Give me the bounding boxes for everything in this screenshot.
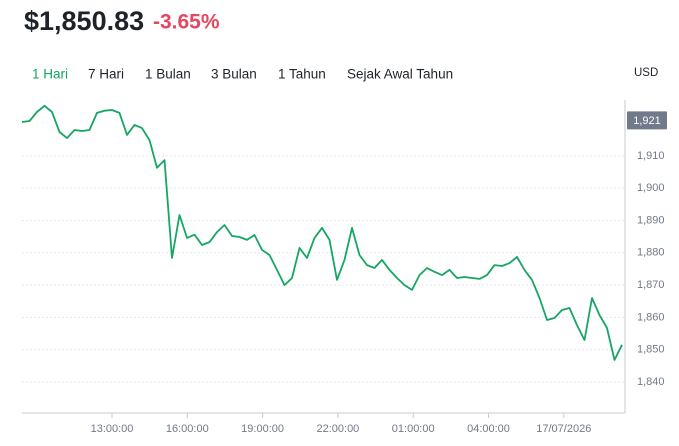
price-marker: [627, 111, 667, 130]
price-line: [21, 104, 623, 361]
price-change: -3.65%: [153, 11, 220, 34]
price: $1,850.83: [24, 6, 144, 36]
range-tab[interactable]: 1 Tahun: [278, 67, 326, 82]
y-tick-label: 1,910: [637, 150, 665, 162]
y-tick-label: 1,900: [637, 182, 665, 194]
range-tab[interactable]: 3 Bulan: [211, 67, 257, 82]
y-tick-label: 1,880: [637, 247, 665, 259]
y-tick-label: 1,890: [637, 214, 665, 226]
y-tick-label: 1,850: [637, 344, 665, 356]
range-tab[interactable]: 1 Hari: [32, 67, 68, 82]
range-tab[interactable]: 1 Bulan: [145, 67, 191, 82]
range-tab[interactable]: 7 Hari: [88, 67, 124, 82]
price-marker-label: 1,921: [633, 115, 661, 127]
y-tick-label: 1,840: [637, 376, 665, 388]
x-tick-label: 22:00:00: [316, 423, 359, 435]
y-tick-label: 1,870: [637, 279, 665, 291]
x-tick-label: 04:00:00: [467, 423, 510, 435]
y-tick-label: 1,860: [637, 311, 665, 323]
x-tick-label: 16:00:00: [166, 423, 209, 435]
x-tick-label: 19:00:00: [241, 423, 284, 435]
x-tick-label: 13:00:00: [91, 423, 134, 435]
range-tab[interactable]: Sejak Awal Tahun: [347, 67, 453, 82]
x-tick-label: 17/07/2026: [536, 423, 591, 435]
x-tick-label: 01:00:00: [392, 423, 435, 435]
currency: USD: [634, 67, 658, 79]
